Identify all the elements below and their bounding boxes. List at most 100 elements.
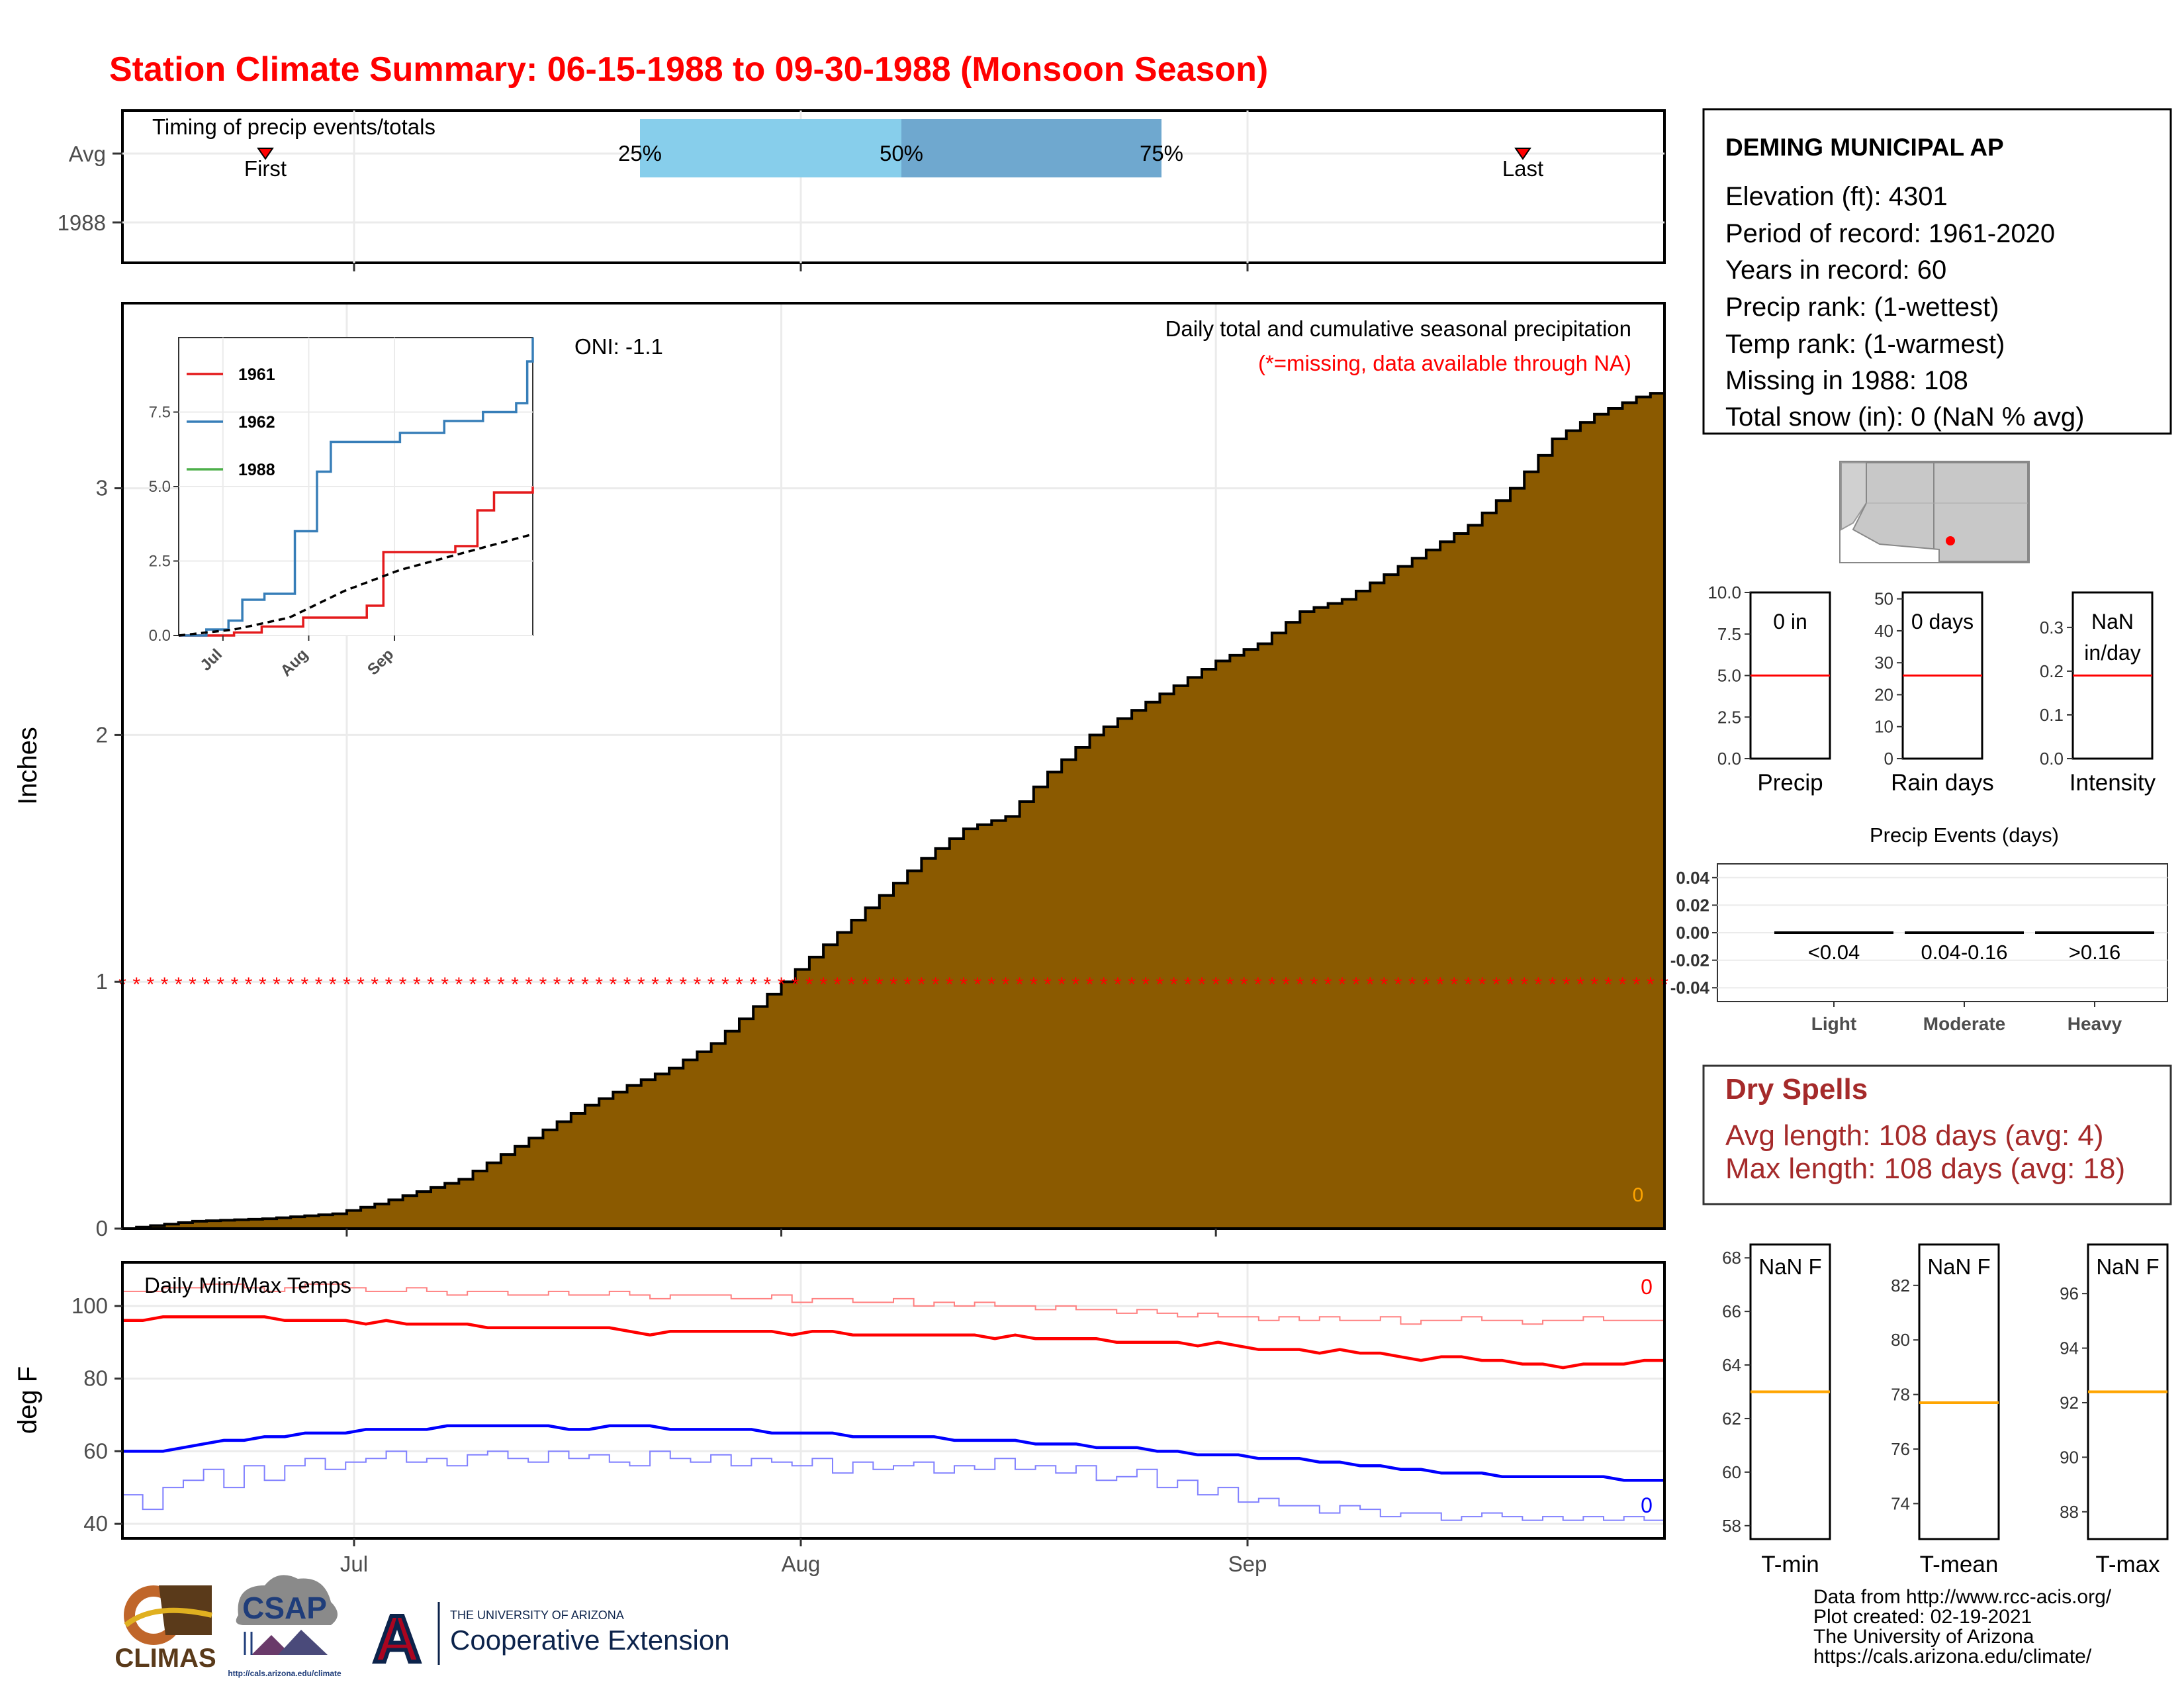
temp-gauge-value: NaN F bbox=[1758, 1254, 1821, 1279]
temp-gauge-tick: 78 bbox=[1891, 1385, 1910, 1405]
missing-star: * bbox=[231, 974, 239, 996]
missing-star: * bbox=[1492, 974, 1500, 996]
gauge-value: NaN bbox=[2091, 610, 2134, 633]
station-info-box: DEMING MUNICIPAL AP Elevation (ft): 4301… bbox=[1702, 108, 2172, 435]
missing-star: * bbox=[764, 974, 772, 996]
missing-star: * bbox=[610, 974, 617, 996]
temp-panel: 40 60 80 100 Jul Aug Sep Daily Min/Max Temps d… bbox=[13, 1261, 1666, 1576]
temp-caption: Daily Min/Max Temps bbox=[144, 1273, 351, 1297]
missing-star: * bbox=[132, 974, 140, 996]
missing-star: * bbox=[932, 974, 940, 996]
gauge-tick: 10.0 bbox=[1707, 583, 1741, 602]
missing-star: * bbox=[1563, 974, 1570, 996]
missing-star: * bbox=[1296, 974, 1304, 996]
missing-star: * bbox=[385, 974, 393, 996]
missing-star: * bbox=[595, 974, 603, 996]
temp-y-tick: 80 bbox=[83, 1366, 108, 1391]
missing-star: * bbox=[399, 974, 407, 996]
inset-line-1962 bbox=[179, 338, 534, 637]
missing-star: * bbox=[833, 974, 841, 996]
events-range: <0.04 bbox=[1808, 941, 1860, 964]
missing-star: * bbox=[792, 974, 799, 996]
events-y-tick: -0.02 bbox=[1670, 951, 1709, 970]
missing-data-markers: * * * * * * * * * * * * * * * * * * * * * * * * * * * * * * * * * * * * * * * *… bbox=[118, 974, 1668, 996]
temp-gauge-t-mean: 74 76 78 80 82 NaN F T-mean bbox=[1891, 1243, 2000, 1577]
missing-star: * bbox=[1254, 974, 1262, 996]
missing-note: (*=missing, data available through NA) bbox=[1258, 351, 1631, 375]
gauge-tick: 5.0 bbox=[1717, 666, 1741, 686]
temp-gauge-value: NaN F bbox=[2096, 1254, 2159, 1279]
missing-star: * bbox=[329, 974, 337, 996]
missing-star: * bbox=[1226, 974, 1234, 996]
precip-y-tick: 1 bbox=[96, 969, 108, 994]
missing-star: * bbox=[819, 974, 827, 996]
missing-star: * bbox=[1422, 974, 1430, 996]
footer-credits: Data from http://www.rcc-acis.org/ Plot … bbox=[1813, 1586, 2112, 1667]
missing-star: * bbox=[623, 974, 631, 996]
temp-gauge-label: T-mean bbox=[1920, 1552, 1999, 1577]
missing-star: * bbox=[749, 974, 757, 996]
last-label: Last bbox=[1502, 156, 1543, 181]
missing-star: * bbox=[1549, 974, 1557, 996]
dry-spells-box: Dry Spells Avg length: 108 days (avg: 4)… bbox=[1702, 1064, 2172, 1205]
temp-gauge-tick: 94 bbox=[2060, 1338, 2079, 1358]
temp-line-avg-max bbox=[122, 1315, 1664, 1370]
dry-spells-max: Max length: 108 days (avg: 18) bbox=[1725, 1152, 2125, 1185]
temp-gauge-label: T-min bbox=[1761, 1552, 1819, 1577]
missing-star: * bbox=[735, 974, 743, 996]
missing-star: * bbox=[1044, 974, 1052, 996]
inset-legend-1961: 1961 bbox=[238, 365, 275, 384]
missing-star: * bbox=[1647, 974, 1655, 996]
missing-star: * bbox=[1072, 974, 1080, 996]
missing-star: * bbox=[539, 974, 547, 996]
missing-star: * bbox=[1633, 974, 1641, 996]
timing-p75-label: 75% bbox=[1140, 141, 1183, 165]
missing-star: * bbox=[848, 974, 856, 996]
cumulative-precip-area bbox=[122, 389, 1666, 1230]
missing-star: * bbox=[1240, 974, 1248, 996]
missing-star: * bbox=[1016, 974, 1024, 996]
events-y-tick: -0.04 bbox=[1670, 978, 1710, 998]
missing-star: * bbox=[301, 974, 309, 996]
gauge-tick: 0.0 bbox=[1717, 749, 1741, 769]
missing-star: * bbox=[1030, 974, 1038, 996]
temp-gauge-tick: 80 bbox=[1891, 1330, 1910, 1350]
timing-row-year: 1988 bbox=[58, 211, 106, 235]
gauge-tick: 50 bbox=[1874, 589, 1893, 609]
missing-star: * bbox=[903, 974, 911, 996]
precip-panel: * * * * * * * * * * * * * * * * * * * * * * * * * * * * * * * * * * * * * * * *… bbox=[13, 302, 1668, 1241]
gauge-value-unit: in/day bbox=[2084, 641, 2140, 665]
station-location-marker bbox=[1946, 536, 1955, 545]
missing-star: * bbox=[1156, 974, 1164, 996]
missing-star: * bbox=[1465, 974, 1473, 996]
gauge-label: Rain days bbox=[1891, 770, 1994, 796]
missing-star: * bbox=[497, 974, 505, 996]
missing-star: * bbox=[1352, 974, 1360, 996]
missing-star: * bbox=[1366, 974, 1374, 996]
timing-panel: Timing of precip events/totals 25% 50% 7… bbox=[58, 109, 1666, 271]
gauge-tick: 7.5 bbox=[1717, 624, 1741, 644]
temp-gauge-t-min: 58 60 62 64 66 68 NaN F T-min bbox=[1722, 1243, 1831, 1577]
missing-star: * bbox=[1506, 974, 1514, 996]
station-line-years: Years in record: 60 bbox=[1725, 256, 1946, 285]
page-title: Station Climate Summary: 06-15-1988 to 0… bbox=[109, 50, 1268, 89]
station-line-missing: Missing in 1988: 108 bbox=[1725, 366, 1968, 395]
inset-y-tick: 7.5 bbox=[149, 404, 171, 422]
temp-gauge-tick: 58 bbox=[1722, 1516, 1741, 1536]
missing-star: * bbox=[1535, 974, 1543, 996]
missing-star: * bbox=[637, 974, 645, 996]
precip-events-chart: Precip Events (days) 0.04 0.02 0.00 -0.02 -0… bbox=[1670, 823, 2168, 1034]
missing-star: * bbox=[1086, 974, 1094, 996]
csap-wordmark: CSAP bbox=[242, 1591, 327, 1625]
missing-star: * bbox=[1450, 974, 1458, 996]
events-category: Heavy bbox=[2068, 1013, 2122, 1034]
missing-star: * bbox=[1479, 974, 1486, 996]
first-marker-icon bbox=[257, 148, 274, 160]
temp-y-tick: 60 bbox=[83, 1438, 108, 1463]
temp-line-min-record bbox=[122, 1450, 1664, 1521]
precip-y-tick: 3 bbox=[96, 476, 108, 500]
missing-star: * bbox=[1408, 974, 1416, 996]
missing-star: * bbox=[1128, 974, 1136, 996]
precip-corner-value: 0 bbox=[1633, 1184, 1644, 1206]
temp-x-tick: Aug bbox=[782, 1552, 821, 1576]
